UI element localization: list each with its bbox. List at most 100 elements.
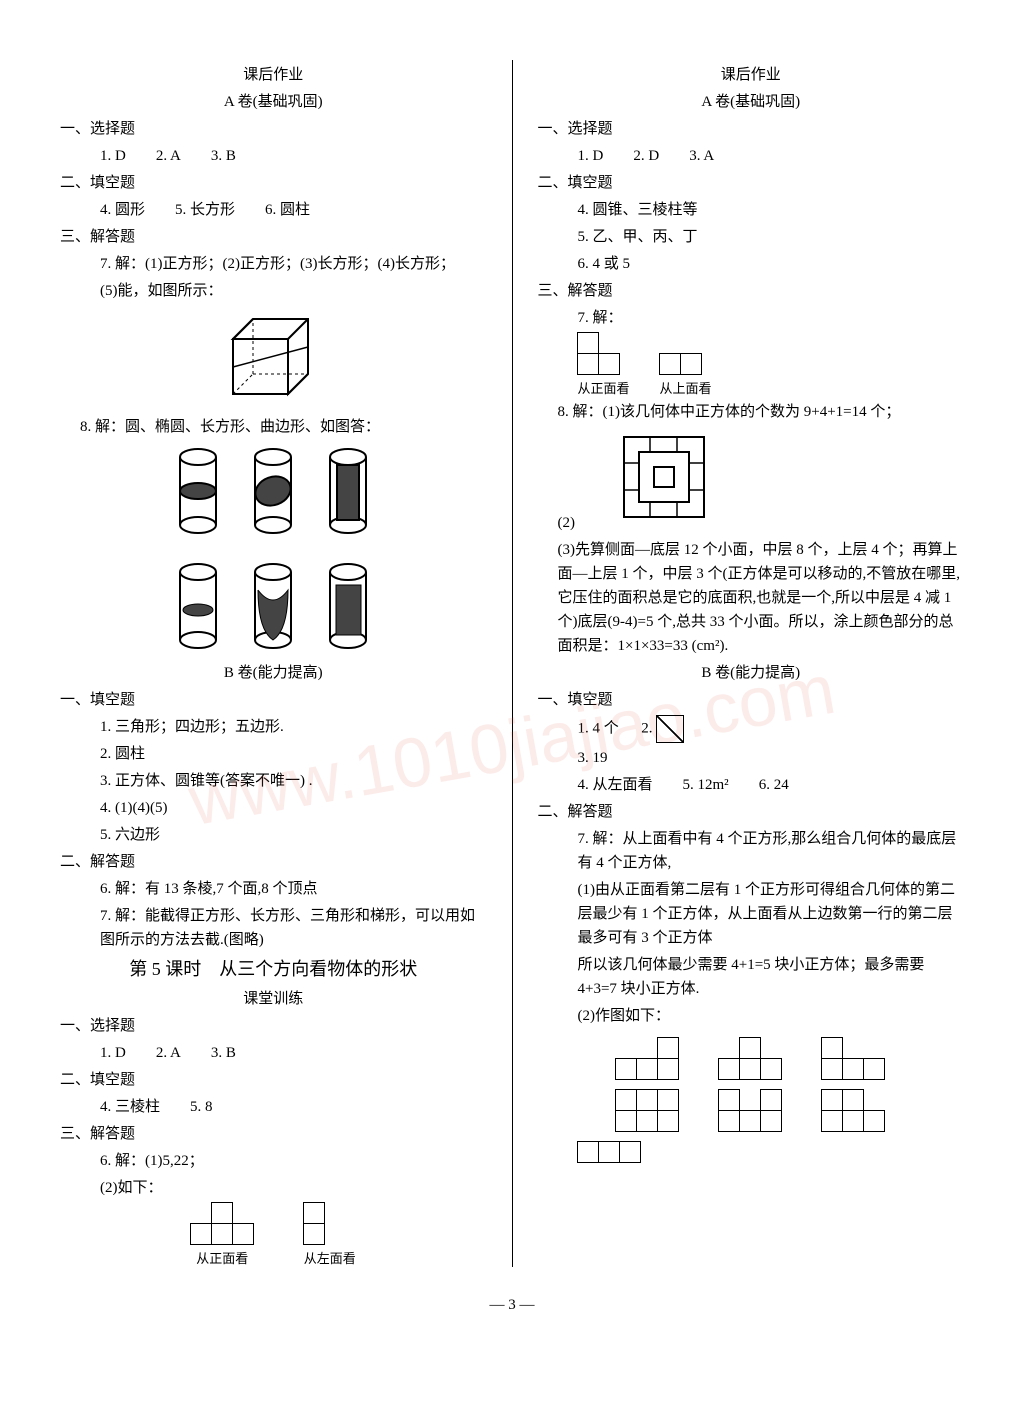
b-answer-5: 5. 六边形 (60, 823, 487, 847)
r-answer-3: 3. A (689, 144, 714, 168)
b-answer-6: 6. 解：有 13 条棱,7 个面,8 个顶点 (60, 877, 487, 901)
answer-7a: 7. 解：(1)正方形；(2)正方形；(3)长方形；(4)长方形； (60, 252, 487, 276)
c-answer-5: 5. 8 (190, 1095, 213, 1119)
c-fill-answers: 4. 三棱柱 5. 8 (60, 1095, 487, 1119)
cylinder-6 (321, 560, 376, 655)
page-number: — 3 — (60, 1297, 964, 1314)
cylinder-5 (246, 560, 301, 655)
right-column: 课后作业 A 卷(基础巩固) 一、选择题 1. D 2. D 3. A 二、填空… (538, 60, 965, 1267)
cylinder-2 (246, 445, 301, 540)
r-top-view-grid (660, 354, 702, 375)
cylinder-4 (171, 560, 226, 655)
r-top-view-block: 从上面看 (660, 354, 712, 397)
rb-answer-1: 1. 4 个 (578, 720, 619, 736)
lesson-5-title: 第 5 课时 从三个方向看物体的形状 (60, 955, 487, 984)
answer-4: 4. 圆形 (100, 198, 145, 222)
column-divider (512, 60, 513, 1267)
r-answer-2: 2. D (633, 144, 659, 168)
c-answer-1: 1. D (100, 1041, 126, 1065)
section-2-heading: 二、填空题 (60, 171, 487, 195)
mc-answers-row: 1. D 2. A 3. B (60, 144, 487, 168)
r-answer-6: 6. 4 或 5 (538, 252, 965, 276)
rb-section-1-heading: 一、填空题 (538, 688, 965, 712)
grid-shape-6 (822, 1090, 885, 1132)
rb-answer-7a: 7. 解：从上面看中有 4 个正方形,那么组合几何体的最底层有 4 个正方体, (538, 827, 965, 875)
rb-row1: 1. 4 个 2. (538, 715, 965, 743)
rb-answer-7d: (2)作图如下： (538, 1004, 965, 1028)
front-view-grid (191, 1203, 254, 1245)
rb-answer-7b: (1)由从正面看第二层有 1 个正方形可得组合几何体的第二层最少有 1 个正方体… (538, 878, 965, 950)
nested-squares-diagram (619, 432, 709, 522)
grid-shape-1 (616, 1038, 679, 1080)
answer-grids-row2 (538, 1090, 965, 1132)
r-view-diagrams: 从正面看 从上面看 (578, 333, 965, 397)
rb-answer-3: 3. 19 (538, 746, 965, 770)
diagonal-square-icon (656, 715, 684, 743)
c-section-3-heading: 三、解答题 (60, 1122, 487, 1146)
c-answer-3: 3. B (211, 1041, 236, 1065)
grid-shape-5 (719, 1090, 782, 1132)
answer-3: 3. B (211, 144, 236, 168)
worksheet-page: www.1010jiajiao.com 课后作业 A 卷(基础巩固) 一、选择题… (0, 0, 1024, 1354)
front-view-label: 从正面看 (191, 1248, 254, 1267)
rb-answer-6: 6. 24 (759, 773, 789, 797)
r-answer-8b-text: (2) (558, 515, 576, 531)
left-view-grid (304, 1203, 325, 1245)
c-answer-2: 2. A (156, 1041, 181, 1065)
r-answer-4: 4. 圆锥、三棱柱等 (538, 198, 965, 222)
rb-answer-2: 2. (641, 720, 652, 736)
c-section-1-heading: 一、选择题 (60, 1014, 487, 1038)
r-top-view-label: 从上面看 (660, 378, 712, 397)
grid-shape-2 (719, 1038, 782, 1080)
r-answer-8b: (2) (538, 427, 965, 535)
r-section-1-heading: 一、选择题 (538, 117, 965, 141)
section-1-heading: 一、选择题 (60, 117, 487, 141)
answer-5: 5. 长方形 (175, 198, 235, 222)
r-answer-1: 1. D (578, 144, 604, 168)
r-section-b-title: B 卷(能力提高) (538, 661, 965, 685)
answer-6: 6. 圆柱 (265, 198, 310, 222)
r-homework-title: 课后作业 (538, 63, 965, 87)
r-front-view-block: 从正面看 (578, 333, 630, 397)
grid-shape-3 (822, 1038, 885, 1080)
r-answer-5: 5. 乙、甲、丙、丁 (538, 225, 965, 249)
r-answer-8c: (3)先算侧面—底层 12 个小面，中层 8 个，上层 4 个；再算上面—上层 … (538, 538, 965, 658)
section-a-title: A 卷(基础巩固) (60, 90, 487, 114)
b-answer-2: 2. 圆柱 (60, 742, 487, 766)
c-answer-6b: (2)如下： (60, 1176, 487, 1200)
b-answer-1: 1. 三角形；四边形；五边形. (60, 715, 487, 739)
b-section-1-heading: 一、填空题 (60, 688, 487, 712)
r-section-3-heading: 三、解答题 (538, 279, 965, 303)
cylinder-3 (321, 445, 376, 540)
r-answer-7-text: 7. 解： (578, 310, 623, 326)
answer-1: 1. D (100, 144, 126, 168)
grid-shape-7 (578, 1142, 641, 1163)
b-answer-7: 7. 解：能截得正方形、长方形、三角形和梯形，可以用如图所示的方法去截.(图略) (60, 904, 487, 952)
rb-row2: 4. 从左面看 5. 12m² 6. 24 (538, 773, 965, 797)
r-front-view-grid (578, 333, 620, 375)
rb-section-2-heading: 二、解答题 (538, 800, 965, 824)
b-section-2-heading: 二、解答题 (60, 850, 487, 874)
answer-7b: (5)能，如图所示： (60, 279, 487, 303)
c-answer-4: 4. 三棱柱 (100, 1095, 160, 1119)
answer-grids-row1 (538, 1038, 965, 1080)
b-answer-4: 4. (1)(4)(5) (60, 796, 487, 820)
left-column: 课后作业 A 卷(基础巩固) 一、选择题 1. D 2. A 3. B 二、填空… (60, 60, 487, 1267)
section-3-heading: 三、解答题 (60, 225, 487, 249)
c-section-2-heading: 二、填空题 (60, 1068, 487, 1092)
homework-title: 课后作业 (60, 63, 487, 87)
grid-shape-4 (616, 1090, 679, 1132)
cylinder-1 (171, 445, 226, 540)
r-front-view-label: 从正面看 (578, 378, 630, 397)
answer-8a: 8. 解：圆、椭圆、长方形、曲边形、如图答： (60, 415, 487, 439)
cylinder-diagrams (153, 445, 393, 655)
answer-grids-row3 (578, 1142, 965, 1163)
r-section-2-heading: 二、填空题 (538, 171, 965, 195)
front-view-block: 从正面看 (191, 1203, 254, 1267)
left-view-label: 从左面看 (304, 1248, 356, 1267)
class-training-title: 课堂训练 (60, 987, 487, 1011)
c-mc-answers: 1. D 2. A 3. B (60, 1041, 487, 1065)
rb-answer-4: 4. 从左面看 (578, 773, 653, 797)
b-answer-3: 3. 正方体、圆锥等(答案不唯一) . (60, 769, 487, 793)
cube-diagram (218, 309, 328, 409)
